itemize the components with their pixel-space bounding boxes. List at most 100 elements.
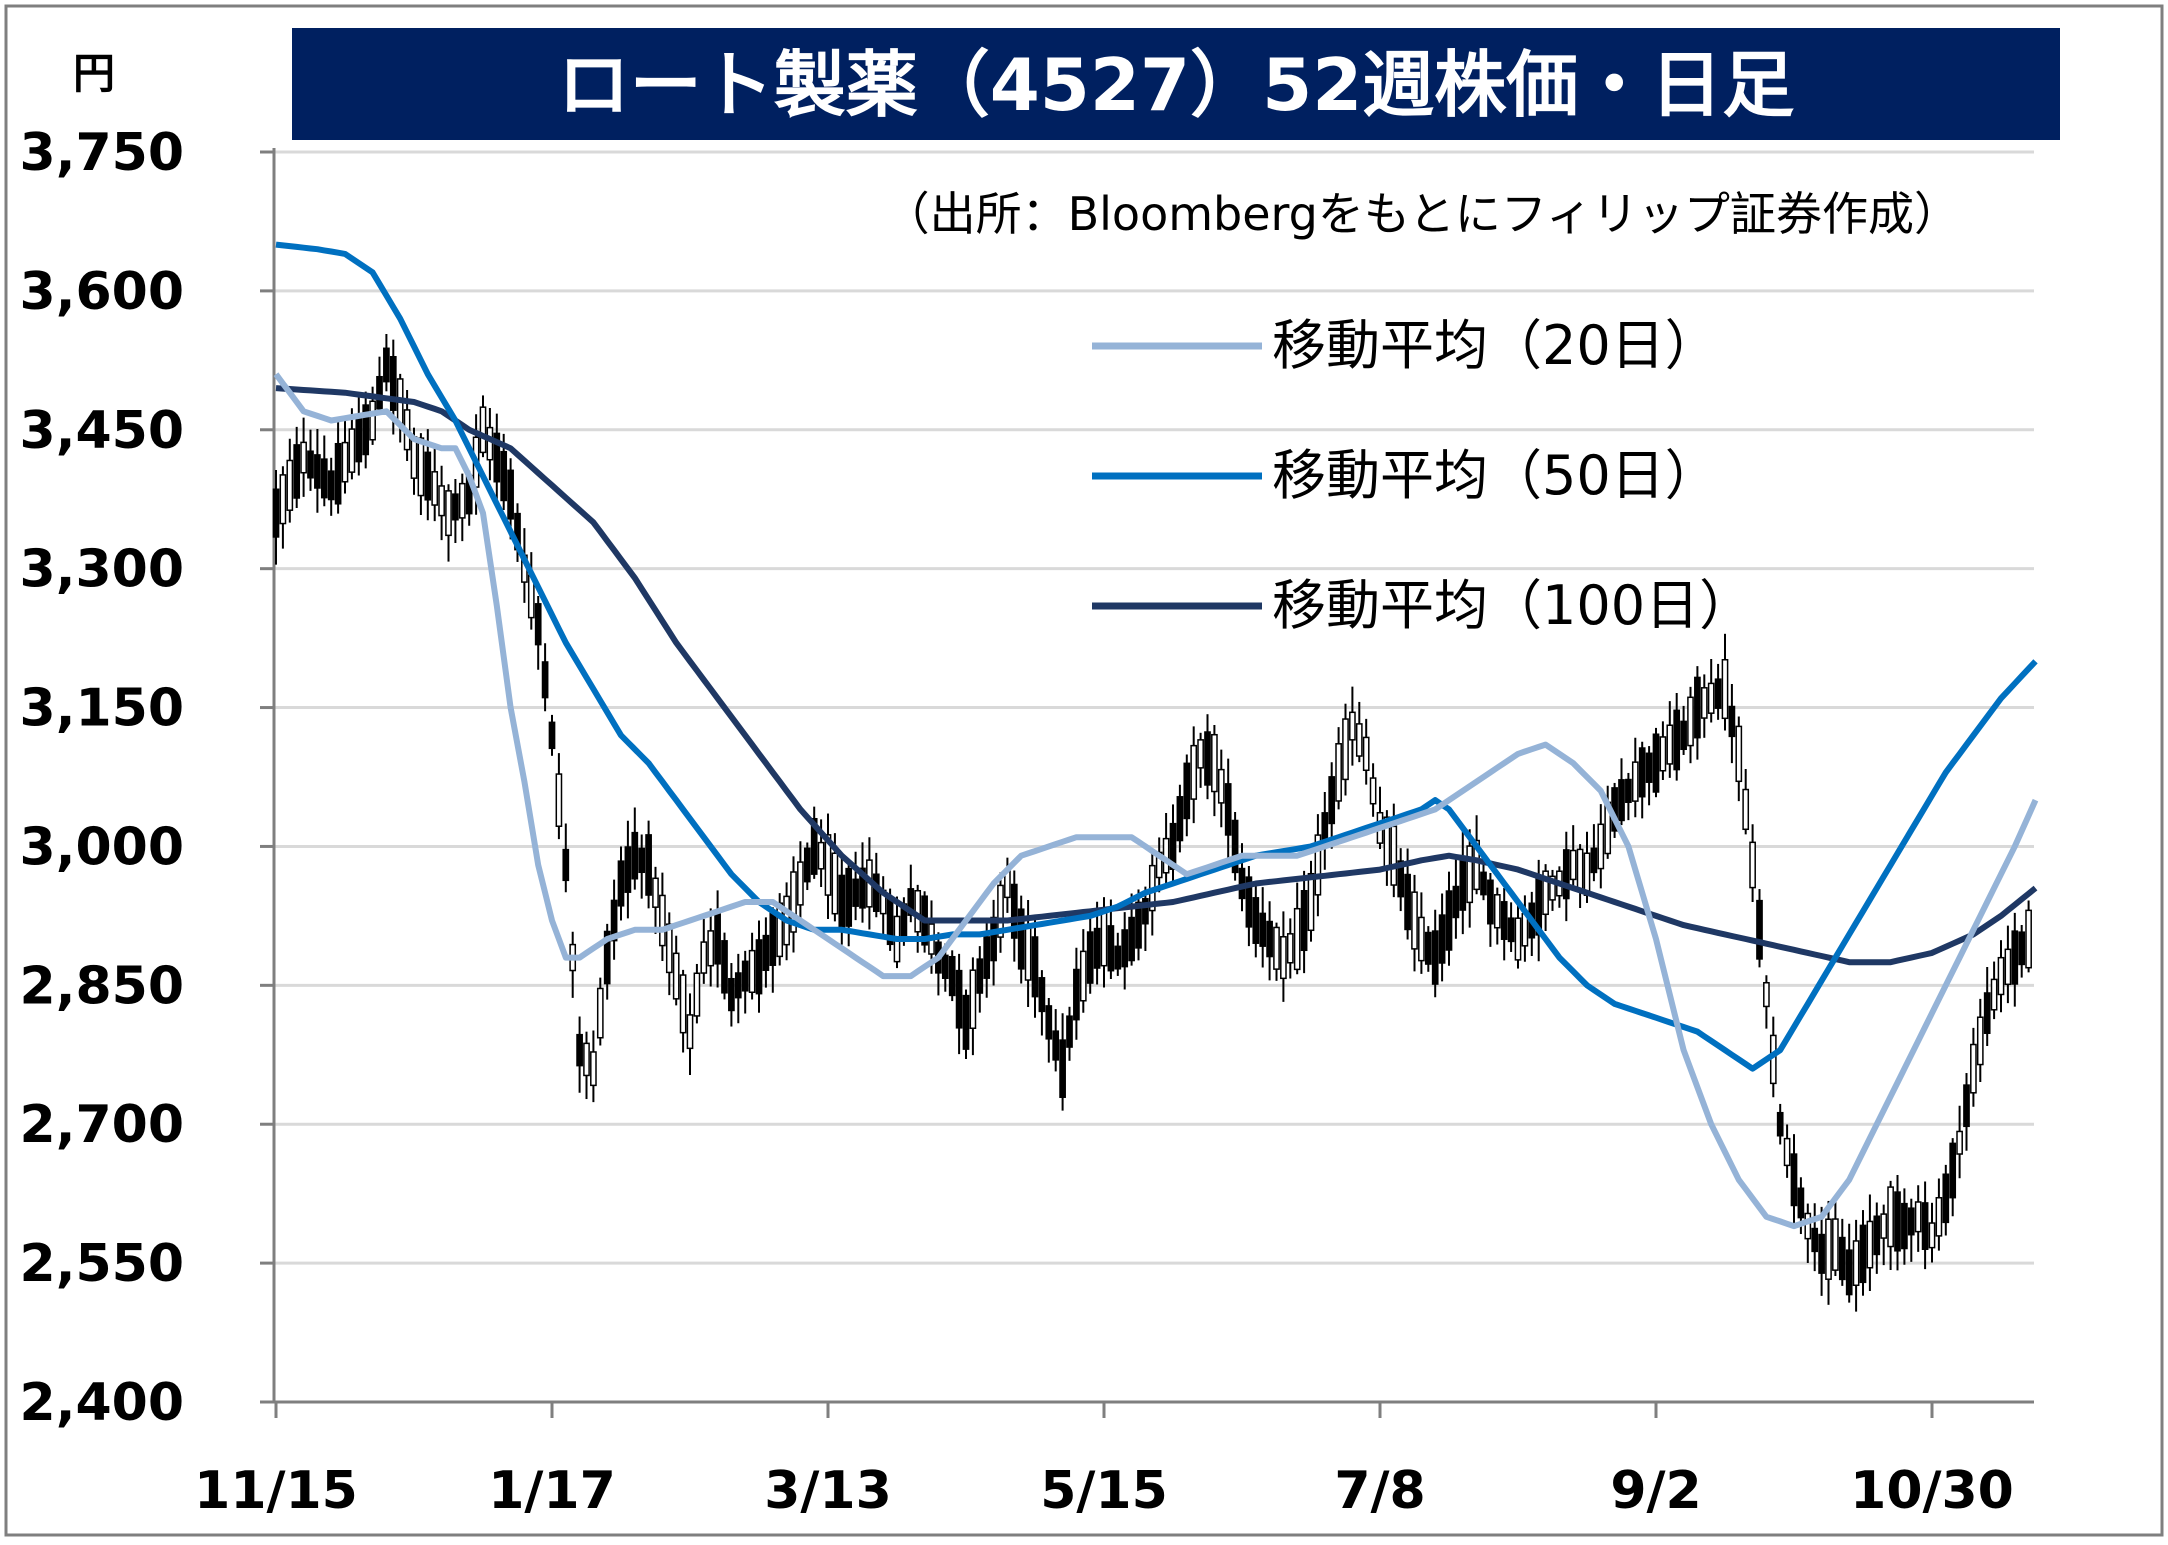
candle-body xyxy=(1659,736,1667,772)
candle-body xyxy=(1811,1227,1819,1253)
grid-lines xyxy=(274,150,2034,1265)
legend-label-ma100: 移動平均（100日） xyxy=(1272,574,1753,637)
candle-body xyxy=(1217,768,1225,804)
candle-body xyxy=(1652,733,1660,793)
candle-body xyxy=(1562,849,1570,900)
candle-body xyxy=(1114,945,1122,970)
line-ma50 xyxy=(275,241,2038,1072)
y-tick-labels: 2,400 2,550 2,700 2,850 3,000 3,150 3,300 3,450… xyxy=(20,123,184,1433)
candle-body xyxy=(652,877,659,908)
candle-body xyxy=(1983,992,1991,1034)
candle-body xyxy=(1169,822,1177,870)
candle-body xyxy=(1086,931,1094,984)
candle-body xyxy=(1286,933,1294,964)
candle-body xyxy=(1590,847,1598,874)
candle-body xyxy=(1349,711,1356,741)
candle-body xyxy=(1300,890,1308,952)
candle-body xyxy=(1459,856,1467,911)
candle-body xyxy=(486,426,494,461)
candle-body xyxy=(969,969,977,1029)
candle-body xyxy=(631,831,639,880)
candle-body xyxy=(734,972,742,999)
line-ma100 xyxy=(275,385,2038,966)
candle-body xyxy=(1438,914,1446,964)
candle-body xyxy=(1997,956,2005,996)
candle-body xyxy=(1328,776,1336,825)
candle-body xyxy=(1397,860,1405,898)
candle-body xyxy=(1342,718,1349,781)
y-tick-label: 3,600 xyxy=(20,262,184,322)
x-tick-labels: 11/15 1/17 3/13 5/15 7/8 9/2 10/30 xyxy=(194,1461,2014,1521)
candle-body xyxy=(389,356,397,411)
x-tick-label: 11/15 xyxy=(194,1461,358,1521)
candle-body xyxy=(831,852,839,915)
candle-body xyxy=(500,450,508,502)
y-tick-label: 2,850 xyxy=(20,956,184,1016)
candle-body xyxy=(362,404,370,456)
candle-body xyxy=(1618,779,1625,822)
candle-body xyxy=(1507,917,1515,943)
candle-body xyxy=(1914,1201,1922,1233)
candle-body xyxy=(1859,1224,1867,1284)
candle-body xyxy=(990,916,997,962)
candle-body xyxy=(700,941,708,974)
candle-body xyxy=(1204,731,1211,786)
candle-body xyxy=(1362,736,1370,772)
candle-body xyxy=(293,444,301,499)
candle-body xyxy=(1742,788,1750,831)
candle-body xyxy=(314,454,321,489)
candle-body xyxy=(1956,1130,1963,1155)
y-axis-unit: 円 xyxy=(73,49,115,98)
candle-body xyxy=(721,940,728,994)
candle-body xyxy=(803,847,811,883)
x-tick-label: 5/15 xyxy=(1040,1461,1168,1521)
x-tick-label: 3/13 xyxy=(764,1461,892,1521)
candle-body xyxy=(817,841,825,870)
candle-body xyxy=(1100,911,1108,967)
candle-body xyxy=(1259,912,1267,947)
candle-body xyxy=(1431,930,1439,985)
candle-body xyxy=(1031,936,1039,998)
candle-body xyxy=(1576,848,1584,891)
candle-body xyxy=(1390,825,1398,886)
candle-body xyxy=(2004,948,2012,986)
candle-body xyxy=(1928,1222,1936,1249)
candle-body xyxy=(1949,1142,1957,1199)
legend-label-ma50: 移動平均（50日） xyxy=(1272,444,1719,507)
candle-body xyxy=(1707,682,1715,714)
candle-body xyxy=(431,471,439,506)
candle-body xyxy=(534,603,542,646)
candle-body xyxy=(1500,901,1508,940)
candle-body xyxy=(320,458,328,499)
candle-body xyxy=(755,939,763,995)
candle-body xyxy=(797,861,804,906)
candle-body xyxy=(645,834,652,896)
candle-body xyxy=(1445,890,1453,951)
candle-body xyxy=(769,912,777,966)
y-tick-label: 3,300 xyxy=(20,540,184,600)
candle-body xyxy=(1963,1084,1970,1128)
candle-body xyxy=(327,470,335,501)
candle-body xyxy=(748,949,756,994)
candle-body xyxy=(1894,1191,1901,1252)
candle-body xyxy=(334,442,342,505)
candle-body xyxy=(1183,762,1191,820)
candle-body xyxy=(383,347,390,383)
candle-body xyxy=(1128,916,1135,962)
candle-body xyxy=(810,817,818,875)
candle-body xyxy=(279,474,287,525)
candle-body xyxy=(1694,676,1701,739)
candle-body xyxy=(576,1033,583,1067)
candle-body xyxy=(1411,891,1418,950)
y-tick-label: 3,750 xyxy=(20,123,184,183)
chart-border xyxy=(4,4,2164,1537)
candle-body xyxy=(1976,1016,1984,1066)
y-tick-label: 3,150 xyxy=(20,679,184,739)
candle-body xyxy=(1121,929,1129,968)
candle-body xyxy=(1700,687,1708,719)
candle-body xyxy=(1866,1220,1874,1269)
candle-body xyxy=(1790,1153,1798,1207)
candle-body xyxy=(445,490,452,537)
candle-body xyxy=(665,923,673,974)
